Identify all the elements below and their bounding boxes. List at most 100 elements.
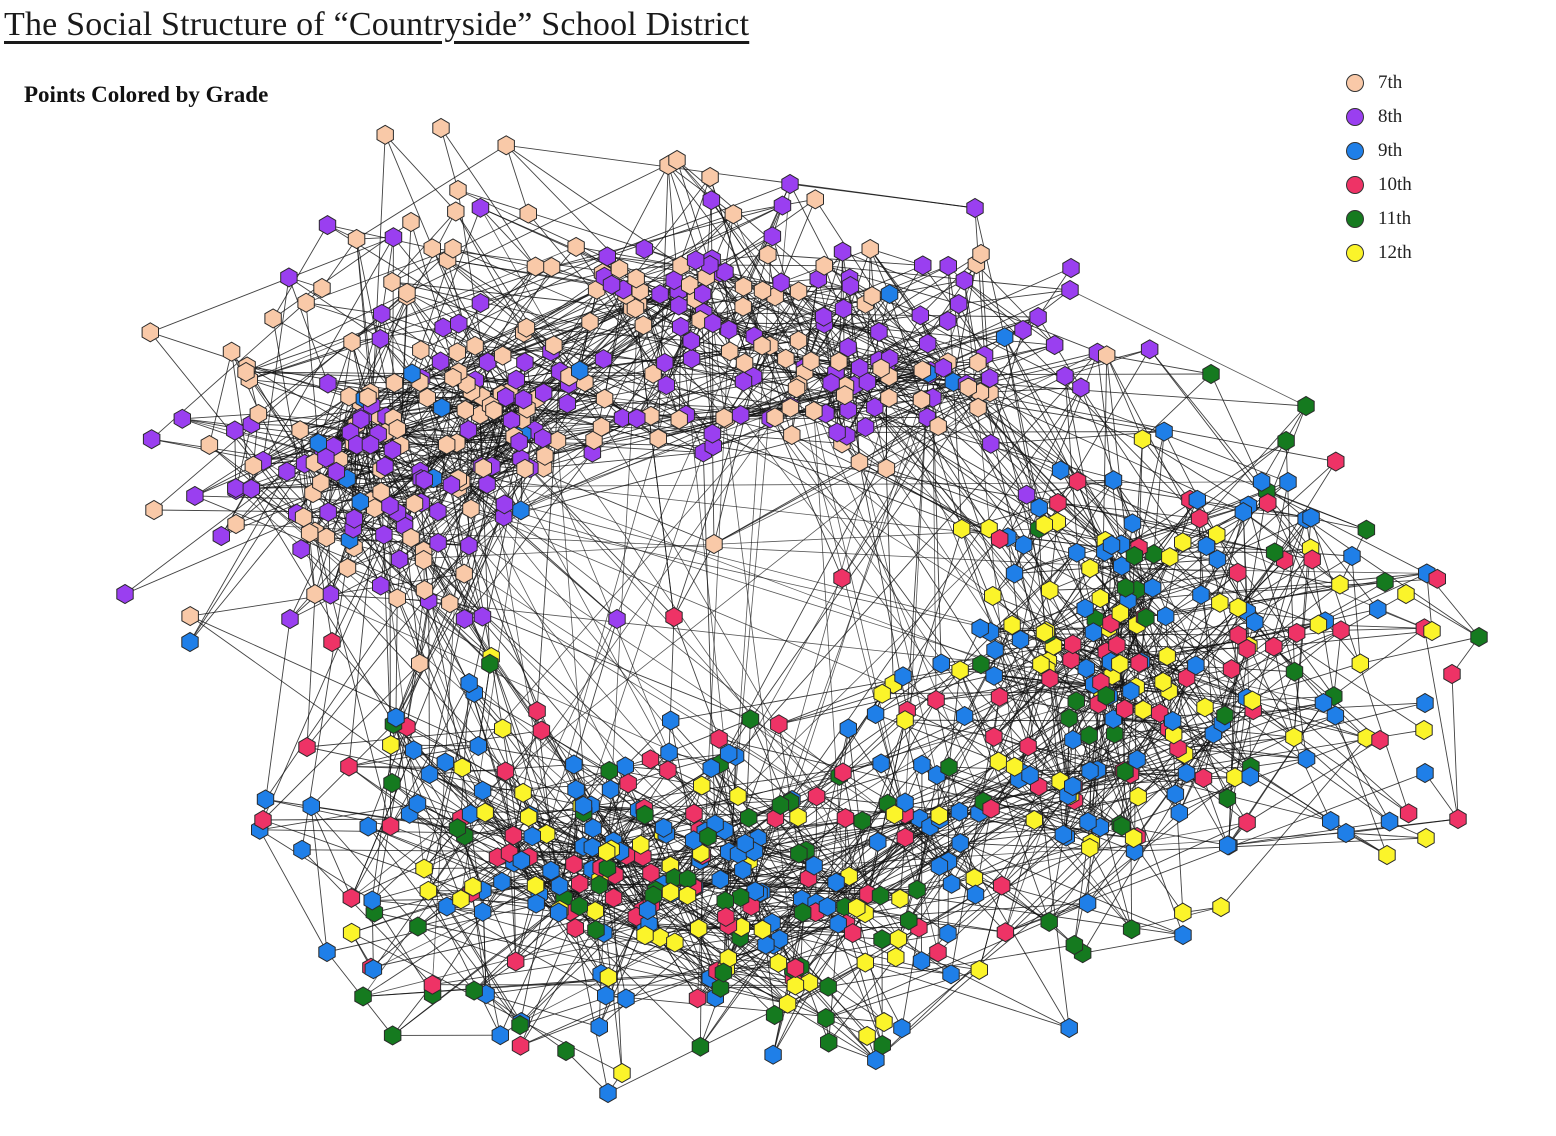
friendship-edge (1165, 616, 1184, 913)
friendship-edge (378, 469, 392, 745)
hexagon-node-icon (317, 527, 336, 548)
hexagon-node-icon (359, 387, 377, 408)
hexagon-node-icon (939, 255, 957, 276)
friendship-edge (321, 238, 357, 289)
friendship-edge (1142, 373, 1212, 440)
hexagon-node-icon (376, 124, 394, 145)
hexagon-node-icon (932, 653, 950, 674)
hexagon-node-icon (1072, 377, 1090, 398)
hexagon-node-icon (991, 528, 1009, 550)
friendship-edge (423, 816, 530, 870)
hexagon-node-icon (327, 461, 345, 482)
friendship-edge (1186, 677, 1390, 822)
hexagon-node-icon (342, 887, 361, 908)
hexagon-node-icon (548, 430, 567, 451)
hexagon-node-icon (584, 818, 602, 839)
friendship-edge (310, 806, 328, 953)
hexagon-node-icon (441, 593, 459, 614)
friendship-edge (529, 467, 715, 545)
hexagon-node-icon (965, 868, 984, 889)
hexagon-node-icon (1265, 636, 1283, 657)
friendship-edge (894, 814, 1184, 936)
hexagon-node-icon (383, 1025, 402, 1046)
friendship-edge (894, 729, 1425, 815)
hexagon-node-icon (1174, 902, 1192, 923)
friendship-edge (613, 785, 703, 842)
friendship-edge (804, 372, 906, 815)
hexagon-node-icon (388, 588, 406, 609)
friendship-edge (1138, 438, 1145, 548)
hexagon-node-icon (930, 805, 948, 826)
hexagon-node-icon (1376, 571, 1394, 593)
hexagon-node-icon (318, 941, 336, 963)
hexagon-node-icon (408, 793, 427, 814)
hexagon-node-icon (432, 117, 450, 139)
hexagon-node-icon (662, 710, 680, 731)
friendship-edge (427, 835, 466, 892)
hexagon-node-icon (571, 360, 589, 381)
friendship-edge (432, 983, 796, 988)
hexagon-node-icon (466, 335, 484, 356)
hexagon-node-icon (610, 258, 629, 279)
hexagon-node-icon (372, 575, 390, 596)
hexagon-node-icon (1134, 699, 1152, 720)
hexagon-node-icon (550, 875, 569, 896)
hexagon-node-icon (1102, 535, 1121, 556)
page-title: The Social Structure of “Countryside” Sc… (4, 6, 750, 43)
hexagon-node-icon (682, 330, 700, 351)
friendship-edge (1130, 555, 1353, 692)
friendship-edge (864, 720, 906, 914)
friendship-edge (977, 407, 1218, 560)
hexagon-node-icon (471, 292, 490, 314)
friendship-edge (865, 962, 1070, 1029)
friendship-edge (809, 982, 877, 1061)
hexagon-node-icon (793, 902, 812, 923)
friendship-edge (1266, 490, 1438, 580)
hexagon-node-icon (786, 975, 805, 996)
hexagon-node-icon (636, 925, 654, 946)
friendship-edge (378, 433, 1170, 730)
hexagon-node-icon (1322, 810, 1340, 832)
friendship-edge (964, 280, 1055, 346)
hexagon-node-icon (913, 754, 931, 775)
friendship-edge (351, 341, 759, 839)
friendship-edge (1274, 481, 1289, 553)
hexagon-node-icon (423, 238, 441, 259)
hexagon-node-icon (685, 803, 703, 824)
friendship-edge (635, 278, 1132, 930)
hexagon-node-icon (249, 403, 268, 424)
hexagon-node-icon (1116, 699, 1134, 720)
legend-item-9th: 9th (1346, 134, 1412, 168)
legend-label-12th: 12th (1378, 242, 1412, 263)
friendship-edge (1063, 375, 1112, 624)
hexagon-node-icon (880, 387, 898, 408)
hexagon-node-icon (781, 173, 799, 195)
hexagon-node-icon (1309, 614, 1328, 635)
hexagon-node-icon (145, 499, 163, 521)
friendship-edge (1138, 431, 1165, 548)
hexagon-node-icon (1470, 626, 1488, 648)
friendship-edge (880, 699, 937, 764)
hexagon-node-icon (291, 420, 309, 441)
hexagon-node-icon (455, 563, 473, 584)
hexagon-node-icon (699, 826, 717, 847)
hexagon-node-icon (690, 918, 708, 939)
friendship-edge (643, 799, 792, 811)
friendship-edge (521, 371, 836, 422)
hexagon-node-icon (636, 804, 654, 825)
legend-swatch-7th (1346, 74, 1364, 92)
friendship-edge (875, 663, 942, 715)
hexagon-node-icon (833, 567, 851, 589)
friendship-edge (551, 255, 608, 269)
friendship-edge (261, 618, 291, 821)
friendship-edge (480, 183, 791, 304)
hexagon-node-icon (783, 424, 801, 446)
friendship-edge (778, 693, 883, 725)
friendship-edge (289, 534, 385, 620)
friendship-edge (810, 280, 965, 362)
hexagon-node-icon (981, 368, 999, 389)
friendship-edge (363, 970, 718, 997)
hexagon-node-icon (1337, 822, 1355, 844)
friendship-edge (1090, 567, 1427, 574)
hexagon-node-icon (734, 859, 752, 880)
